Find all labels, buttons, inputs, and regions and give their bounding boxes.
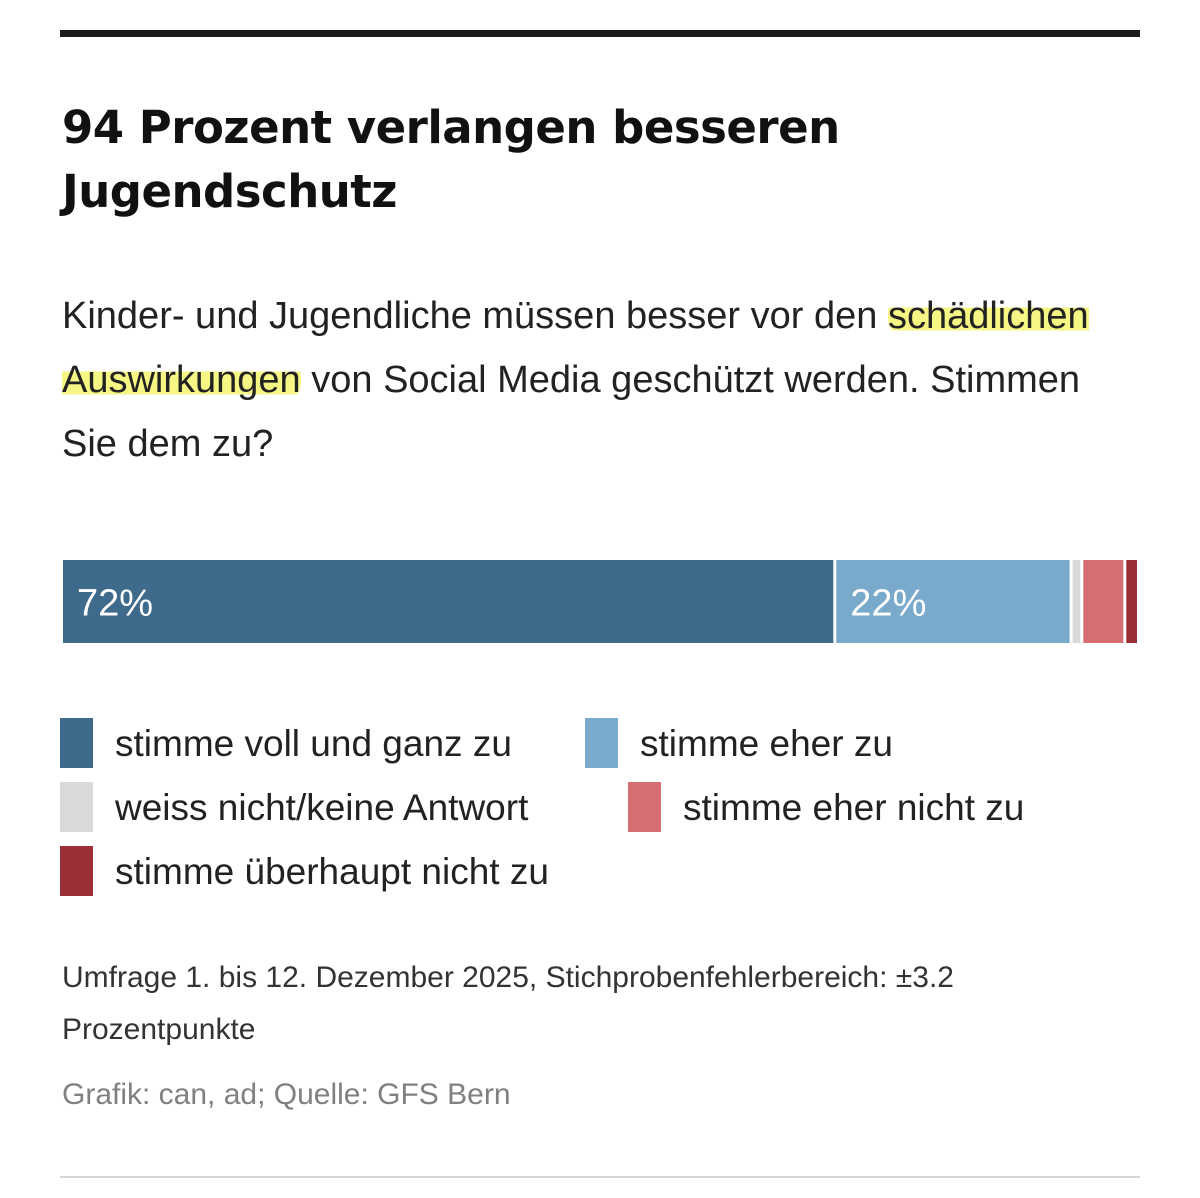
bottom-rule [60, 1176, 1140, 1178]
bar-segment-4 [1083, 560, 1124, 643]
legend-swatch [585, 718, 618, 768]
legend-label: stimme voll und ganz zu [115, 723, 512, 764]
legend-swatch [60, 846, 93, 896]
bar-value-label-1: 72% [77, 583, 153, 625]
bar-segment-2 [836, 560, 1070, 643]
top-rule [60, 30, 1140, 37]
bar-value-label-2: 22% [850, 583, 926, 625]
legend-swatch [60, 718, 93, 768]
stacked-bar-chart: 72% 22% [63, 560, 1137, 643]
legend-label: stimme eher zu [640, 723, 893, 764]
bar-segment-3 [1072, 560, 1081, 643]
legend-swatch [60, 782, 93, 832]
chart-source: Grafik: can, ad; Quelle: GFS Bern [62, 1078, 511, 1111]
subtitle-part-after: von Social Media geschützt werden. Stimm… [62, 359, 1081, 465]
legend-swatch [628, 782, 661, 832]
bar-segment-1 [63, 560, 834, 643]
legend-label: stimme eher nicht zu [683, 787, 1025, 828]
bar-segment-5 [1126, 560, 1137, 643]
legend-label: stimme überhaupt nicht zu [115, 851, 549, 892]
subtitle-part-before: Kinder- und Jugendliche müssen besser vo… [62, 295, 888, 337]
survey-note: Umfrage 1. bis 12. Dezember 2025, Stichp… [62, 961, 954, 1046]
chart-legend: stimme voll und ganz zu stimme eher zu wei… [60, 716, 1140, 906]
legend-label: weiss nicht/keine Antwort [115, 787, 529, 828]
chart-title: 94 Prozent verlangen besseren Jugendschu… [62, 101, 840, 218]
chart-subtitle: Kinder- und Jugendliche müssen besser vo… [62, 284, 1142, 476]
